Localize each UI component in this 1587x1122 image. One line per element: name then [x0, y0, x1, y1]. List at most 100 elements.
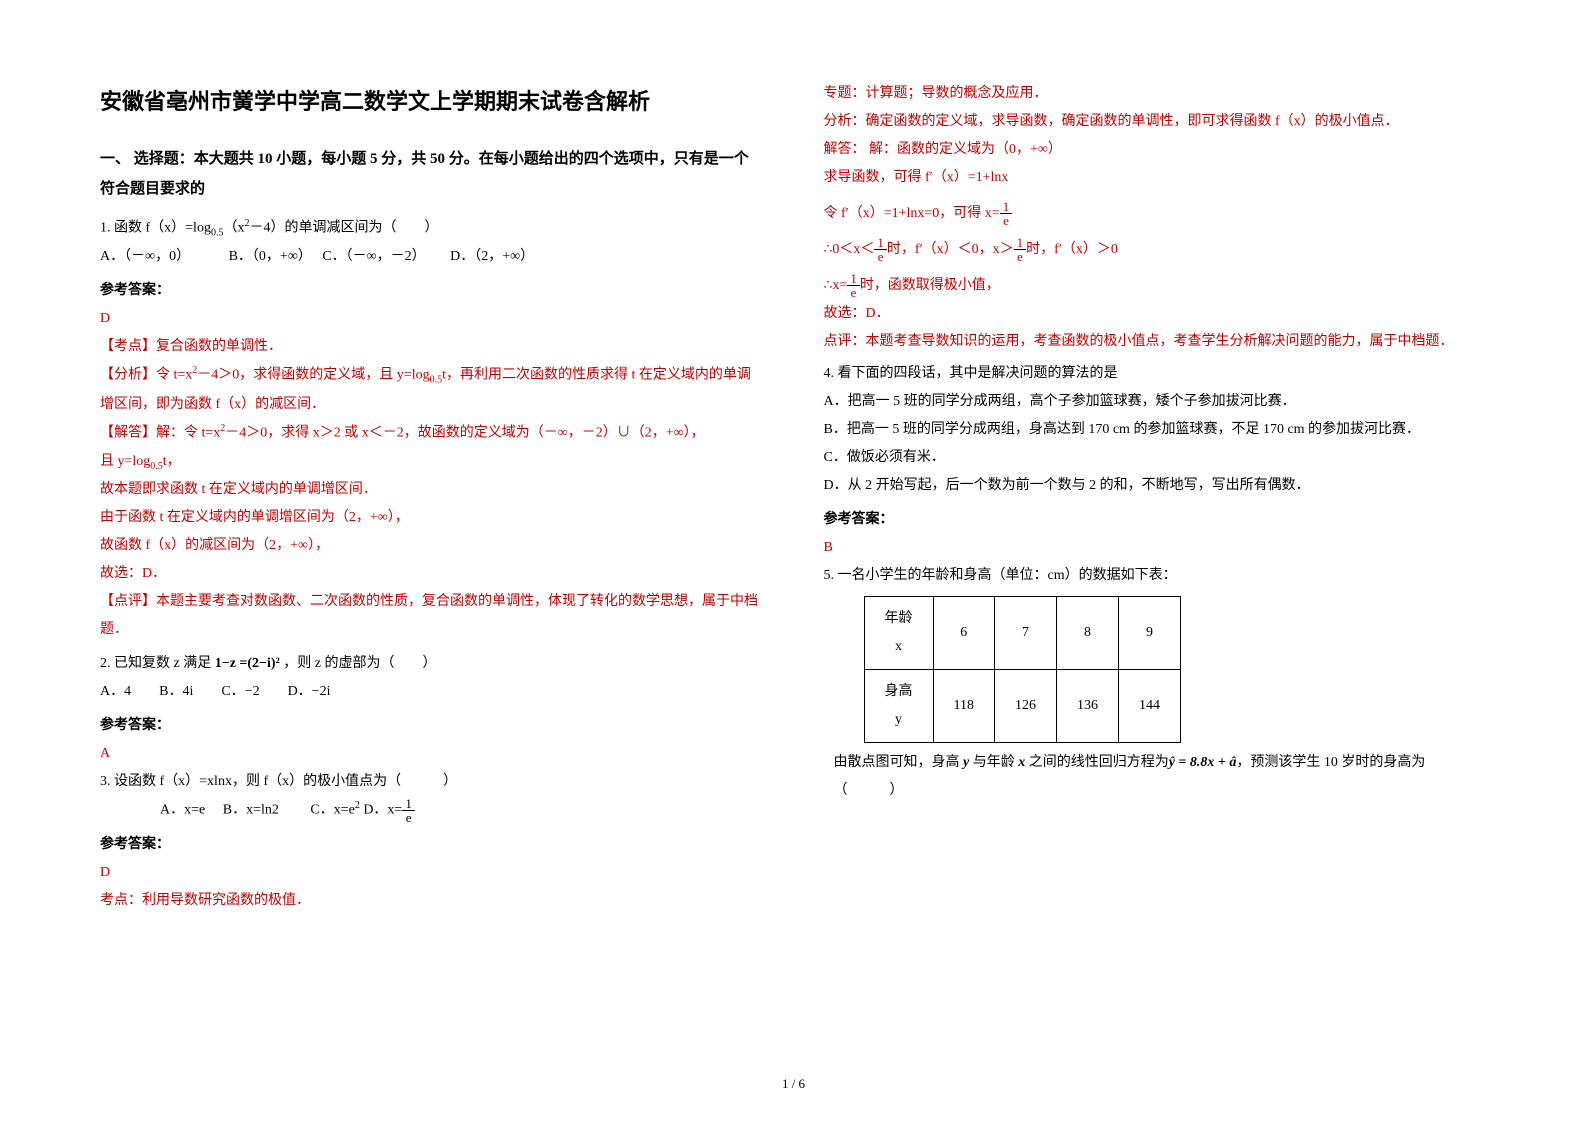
q1-jd-g: 故函数 f（x）的减区间为（2，+∞），: [100, 532, 764, 560]
q1-jd-b: －4＞0，求得 x＞2 或 x＜－2，故函数的定义域为（－∞，－2）∪（2，+∞…: [225, 426, 704, 441]
table-row: 年龄 x 6 7 8 9: [864, 597, 1180, 670]
q1-kd: 复合函数的单调性．: [156, 339, 282, 354]
q4-answer-label: 参考答案：: [824, 506, 1488, 534]
cell: 126: [994, 670, 1056, 743]
q3-jd-e-line: ∴x=1e时，函数取得极小值，: [824, 272, 1488, 300]
q2-formula: 1−z =(2−i)²: [215, 656, 280, 671]
question-5-stem: 5. 一名小学生的年龄和身高（单位：cm）的数据如下表：: [824, 562, 1488, 590]
q1-fenxi: 【分析】令 t=x2－4＞0，求得函数的定义域，且 y=log0.5t，再利用二…: [100, 361, 764, 418]
q2-answer: A: [100, 740, 764, 768]
cell-height-label: 身高 y: [864, 670, 933, 743]
q2-stem-a: 2. 已知复数 z 满足: [100, 656, 211, 671]
q1-jd-h: 故选：D．: [100, 560, 764, 588]
q3-jd-a: 解：函数的定义域为（0，+∞）: [866, 142, 1062, 157]
q3-fx: 确定函数的定义域，求导函数，确定函数的单调性，即可求得函数 f（x）的极小值点．: [866, 114, 1399, 129]
q1-jd-line2: 且 y=log0.5t，: [100, 448, 764, 477]
q4-optA: A．把高一 5 班的同学分成两组，高个子参加篮球赛，矮个子参加拔河比赛．: [824, 388, 1488, 416]
q1-jd-c: 且 y=log: [100, 454, 150, 469]
frac-num-1: 1: [1000, 200, 1013, 214]
q1-jieda: 【解答】解：令 t=x2－4＞0，求得 x＞2 或 x＜－2，故函数的定义域为（…: [100, 419, 764, 448]
q1-jd-f: 由于函数 t 在定义域内的单调增区间为（2，+∞），: [100, 504, 764, 532]
q2-answer-label: 参考答案：: [100, 712, 764, 740]
q1-fx-b: －4＞0，求得函数的定义域，且 y=log: [197, 368, 429, 383]
cell: 6: [933, 597, 994, 670]
q1-optC: C．（－∞，－2）: [322, 249, 418, 264]
frac-num-4: 1: [847, 272, 860, 286]
left-column: 安徽省亳州市黉学中学高二数学文上学期期末试卷含解析 一、 选择题：本大题共 10…: [100, 80, 764, 1040]
q3-optC-sup: 2: [355, 800, 360, 811]
q1-fx-a: 令 t=x: [156, 368, 192, 383]
q5-tail-a: 由散点图可知，身高: [834, 755, 964, 770]
q1-answer: D: [100, 305, 764, 333]
q1-jd-a: 解：令 t=x: [156, 426, 220, 441]
cell: 9: [1118, 597, 1180, 670]
q3-jd-d-a: ∴0＜x＜: [824, 242, 875, 257]
q3-jd-d-c: 时，f′（x）＞0: [1026, 242, 1118, 257]
q3-frac-4: 1e: [847, 272, 860, 299]
q3-dianping: 点评：本题考查导数知识的运用，考查函数的极小值点，考查学生分析解决问题的能力，属…: [824, 328, 1488, 356]
q5-tail-eq: ŷ = 8.8x + â: [1169, 755, 1237, 770]
q4-answer: B: [824, 534, 1488, 562]
q3-jieda-a: 解答： 解：函数的定义域为（0，+∞）: [824, 136, 1488, 164]
q5-tail-b: 与年龄: [969, 755, 1018, 770]
cell: 8: [1056, 597, 1118, 670]
cell: 144: [1118, 670, 1180, 743]
q5-tail: 由散点图可知，身高 y 与年龄 x 之间的线性回归方程为ŷ = 8.8x + â…: [824, 749, 1488, 805]
frac-den-4: e: [847, 286, 860, 299]
q3-dp-label: 点评：: [824, 334, 866, 349]
q3-zt: 计算题；导数的概念及应用．: [866, 86, 1048, 101]
q3-jd-c: 令 f′（x）=1+lnx=0，可得 x=: [824, 206, 1000, 221]
q3-jd-e-b: 时，函数取得极小值，: [860, 278, 1000, 293]
cell: 7: [994, 597, 1056, 670]
q3-jd-e-a: ∴x=: [824, 278, 848, 293]
q3-jd-f: 故选：D．: [824, 300, 1488, 328]
q3-optC-a: C．x=e: [310, 803, 354, 818]
cell: 118: [933, 670, 994, 743]
q1-dianping: 【点评】本题主要考查对数函数、二次函数的性质，复合函数的单调性，体现了转化的数学…: [100, 588, 764, 644]
q3-jd-c-line: 令 f′（x）=1+lnx=0，可得 x=1e: [824, 200, 1488, 228]
frac-num-3: 1: [1014, 236, 1027, 250]
page-number: 1 / 6: [0, 1076, 1587, 1092]
q1-jd-sub2: 0.5: [150, 460, 163, 471]
q1-jd-d: t，: [163, 454, 181, 469]
q3-fenxi: 分析：确定函数的定义域，求导函数，确定函数的单调性，即可求得函数 f（x）的极小…: [824, 108, 1488, 136]
frac-den-2: e: [874, 250, 887, 263]
q3-jd-d-line: ∴0＜x＜1e时，f′（x）＜0，x＞1e时，f′（x）＞0: [824, 236, 1488, 264]
q3-optA: A．x=e: [160, 803, 205, 818]
question-2: 2. 已知复数 z 满足 1−z =(2−i)² ，则 z 的虚部为（ ）: [100, 650, 764, 678]
q1-optD: D．（2，+∞）: [450, 249, 534, 264]
q3-options: A．x=e B．x=ln2 C．x=e2 D．x=1e: [100, 796, 764, 825]
q4-optD: D．从 2 开始写起，后一个数为前一个数与 2 的和，不断地写，写出所有偶数．: [824, 472, 1488, 500]
q1-stem-c: －4）的单调减区间为（ ）: [249, 221, 438, 236]
q5-tail-c: 之间的线性回归方程为: [1025, 755, 1169, 770]
question-4-stem: 4. 看下面的四段话，其中是解决问题的算法的是: [824, 360, 1488, 388]
q4-optC: C．做饭必须有米．: [824, 444, 1488, 472]
q1-kaodian: 【考点】复合函数的单调性．: [100, 333, 764, 361]
section-1-heading: 一、 选择题：本大题共 10 小题，每小题 5 分，共 50 分。在每小题给出的…: [100, 144, 764, 204]
q1-jd-label: 【解答】: [100, 426, 156, 441]
page: 安徽省亳州市黉学中学高二数学文上学期期末试卷含解析 一、 选择题：本大题共 10…: [0, 0, 1587, 1122]
q4-optB: B．把高一 5 班的同学分成两组，身高达到 170 cm 的参加篮球赛，不足 1…: [824, 416, 1488, 444]
q1-optA: A．（－∞，0）: [100, 249, 183, 264]
q3-optD-a: D．x=: [363, 803, 402, 818]
cell-age-label: 年龄 x: [864, 597, 933, 670]
q3-kd: 利用导数研究函数的极值．: [142, 893, 310, 908]
q1-stem-b: （x: [223, 221, 244, 236]
q3-fx-label: 分析：: [824, 114, 866, 129]
question-3-stem: 3. 设函数 f（x）=xlnx，则 f（x）的极小值点为（ ）: [100, 768, 764, 796]
q3-jd-b: 求导函数，可得 f′（x）=1+lnx: [824, 164, 1488, 192]
q3-optB: B．x=ln2: [223, 803, 279, 818]
q3-kaodian: 考点：利用导数研究函数的极值．: [100, 887, 764, 915]
q2-stem-b: ，则 z 的虚部为（ ）: [283, 656, 436, 671]
q1-jd-e: 故本题即求函数 t 在定义域内的单调增区间．: [100, 476, 764, 504]
q5-table: 年龄 x 6 7 8 9 身高 y 118 126 136 144: [864, 596, 1181, 743]
q3-dp: 本题考查导数知识的运用，考查函数的极小值点，考查学生分析解决问题的能力，属于中档…: [866, 334, 1454, 349]
q1-answer-label: 参考答案：: [100, 277, 764, 305]
frac-den-1: e: [1000, 214, 1013, 227]
right-column: 专题：计算题；导数的概念及应用． 分析：确定函数的定义域，求导函数，确定函数的单…: [824, 80, 1488, 1040]
q1-fx-label: 【分析】: [100, 368, 156, 383]
q3-frac-3: 1e: [1014, 236, 1027, 263]
frac-den: e: [402, 811, 415, 824]
q1-dp: 本题主要考查对数函数、二次函数的性质，复合函数的单调性，体现了转化的数学思想，属…: [100, 594, 758, 637]
cell: 136: [1056, 670, 1118, 743]
